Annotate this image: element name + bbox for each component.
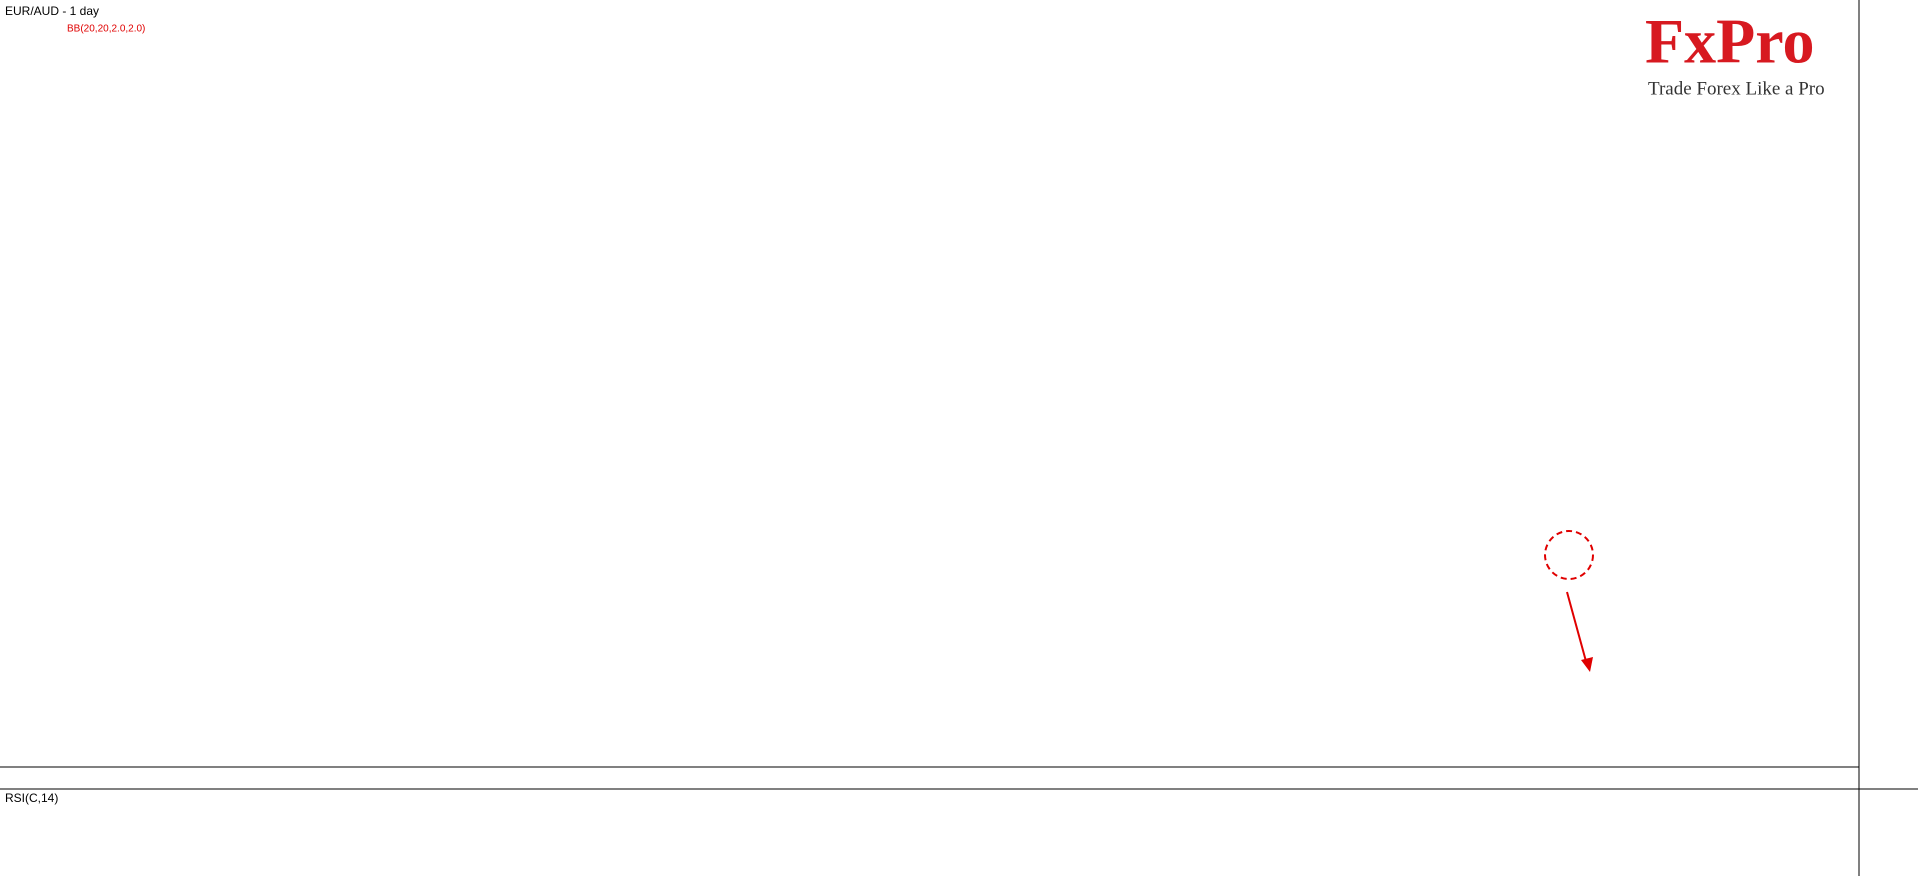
arrow — [1566, 591, 1588, 666]
arrow-head — [1581, 657, 1593, 672]
chart-title: EUR/AUD - 1 day — [5, 4, 99, 18]
slogan: Trade Forex Like a Pro — [1648, 78, 1825, 99]
logo: FxPro — [1645, 6, 1814, 77]
indicator-label: BB(20,20,2.0,2.0) — [67, 24, 145, 35]
highlight-circle — [1544, 530, 1594, 580]
rsi-title: RSI(C,14) — [5, 791, 58, 805]
logo-bg — [1627, 0, 1859, 104]
